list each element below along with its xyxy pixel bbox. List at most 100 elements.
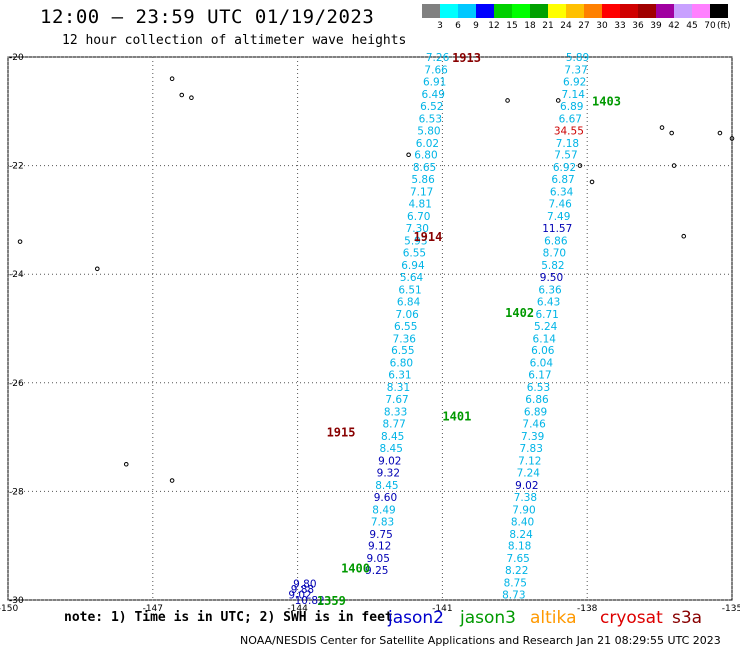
swh-value: 6.49	[422, 89, 445, 101]
track-number-label: 1403	[592, 94, 621, 108]
island-marker	[577, 163, 583, 168]
track-number-label: 1401	[442, 409, 471, 423]
swh-value: 5.89	[566, 52, 589, 64]
swh-value: 6.84	[397, 296, 421, 308]
y-tick-label: -26	[9, 379, 24, 389]
swh-value: 5.80	[417, 125, 440, 137]
swh-value: 7.36	[393, 333, 417, 345]
island-marker	[406, 152, 411, 158]
swh-value: 7.26	[426, 52, 450, 64]
swh-value: 9.32	[377, 467, 400, 479]
track-number-label: 1402	[505, 306, 534, 320]
satellite-name-cryosat: cryosat	[600, 608, 663, 628]
island-marker	[169, 76, 175, 82]
swh-value: 8.45	[375, 480, 398, 492]
swh-value: 6.67	[559, 113, 582, 125]
island-marker	[505, 98, 510, 103]
legend-swatch	[548, 4, 566, 18]
island-marker	[555, 98, 561, 103]
track-number-label: 1400	[341, 561, 370, 575]
legend-label: 39	[650, 21, 662, 31]
x-tick-label: -135	[722, 604, 740, 614]
legend-swatch	[494, 4, 512, 18]
legend-label: 15	[506, 21, 518, 31]
swh-value: 5.24	[534, 321, 558, 333]
legend-swatch	[710, 4, 728, 18]
island-marker	[17, 239, 23, 244]
swh-value: 6.14	[533, 333, 557, 345]
y-tick-label: -24	[9, 270, 24, 280]
island-marker	[123, 461, 129, 467]
swh-value: 8.18	[508, 541, 531, 553]
satellite-name-jason3: jason3	[460, 608, 516, 628]
swh-value: 4.81	[409, 199, 432, 211]
x-tick-label: -147	[143, 604, 163, 614]
satellite-name-jason2: jason2	[388, 608, 444, 628]
swh-value: 8.40	[511, 516, 534, 528]
swh-value: 7.38	[514, 492, 537, 504]
swh-value: 6.53	[419, 113, 442, 125]
legend-swatch	[458, 4, 476, 18]
legend-swatch	[440, 4, 458, 18]
island-marker	[681, 233, 687, 239]
swh-value: 6.43	[537, 296, 560, 308]
island-marker	[179, 92, 185, 98]
swh-value: 6.86	[525, 394, 549, 406]
legend-unit: (ft)	[717, 21, 731, 31]
y-tick-label: -28	[9, 487, 24, 497]
swh-value: 6.02	[416, 138, 439, 150]
footer-note: note: 1) Time is in UTC; 2) SWH is in fe…	[64, 610, 393, 625]
legend-label: 3	[437, 21, 443, 31]
legend-label: 9	[473, 21, 479, 31]
track-number-label: 1359	[317, 594, 346, 608]
color-legend	[422, 4, 728, 18]
swh-value: 6.87	[551, 174, 574, 186]
swh-value: 7.30	[406, 223, 429, 235]
swh-value: 9.25	[365, 565, 388, 577]
swh-value: 7.83	[520, 443, 543, 455]
swh-value: 9.75	[369, 529, 392, 541]
legend-label: 42	[668, 21, 680, 31]
swh-value: 6.51	[398, 284, 421, 296]
swh-value: 6.06	[531, 345, 555, 357]
swh-value: 8.70	[543, 247, 566, 259]
swh-value: 6.52	[420, 101, 443, 113]
legend-swatch	[476, 4, 494, 18]
legend-label: 6	[455, 21, 461, 31]
swh-value: 7.37	[564, 64, 587, 76]
legend-swatch	[566, 4, 584, 18]
swh-value: 9.50	[540, 272, 563, 284]
swh-value: 6.94	[401, 260, 425, 272]
swh-value: 6.71	[535, 309, 558, 321]
swh-value: 6.80	[414, 150, 437, 162]
swh-value: 11.57	[542, 223, 572, 235]
swh-value: 9.02	[378, 455, 401, 467]
plot-frame	[7, 56, 733, 601]
legend-label: 12	[488, 21, 500, 31]
swh-value: 6.36	[538, 284, 562, 296]
swh-value: 5.93	[404, 236, 427, 248]
chart-title: 12:00 – 23:59 UTC 01/19/2023	[40, 6, 375, 28]
satellite-name-altika: altika	[530, 608, 577, 628]
swh-value: 6.53	[527, 382, 550, 394]
swh-value: 6.55	[391, 345, 414, 357]
swh-value: 6.55	[403, 247, 426, 259]
swh-value: 7.06	[395, 309, 419, 321]
legend-swatch	[584, 4, 602, 18]
swh-value: 6.89	[524, 407, 547, 419]
x-tick-label: -144	[287, 604, 308, 614]
island-marker	[169, 478, 175, 483]
swh-value: 9.05	[367, 553, 390, 565]
legend-label: 36	[632, 21, 644, 31]
legend-swatch	[638, 4, 656, 18]
swh-value: 5.82	[541, 260, 564, 272]
island-marker	[717, 130, 723, 136]
legend-swatch	[656, 4, 674, 18]
swh-value: 9.12	[368, 541, 391, 553]
swh-value: 7.46	[548, 199, 572, 211]
swh-value: 6.17	[528, 370, 551, 382]
swh-value: 7.17	[410, 187, 433, 199]
swh-value: 7.65	[506, 553, 529, 565]
legend-labels: 3 6 9 12 15 18 21 24 27 30 33 36 39 42 45 70	[422, 21, 719, 31]
swh-value: 7.14	[562, 89, 586, 101]
